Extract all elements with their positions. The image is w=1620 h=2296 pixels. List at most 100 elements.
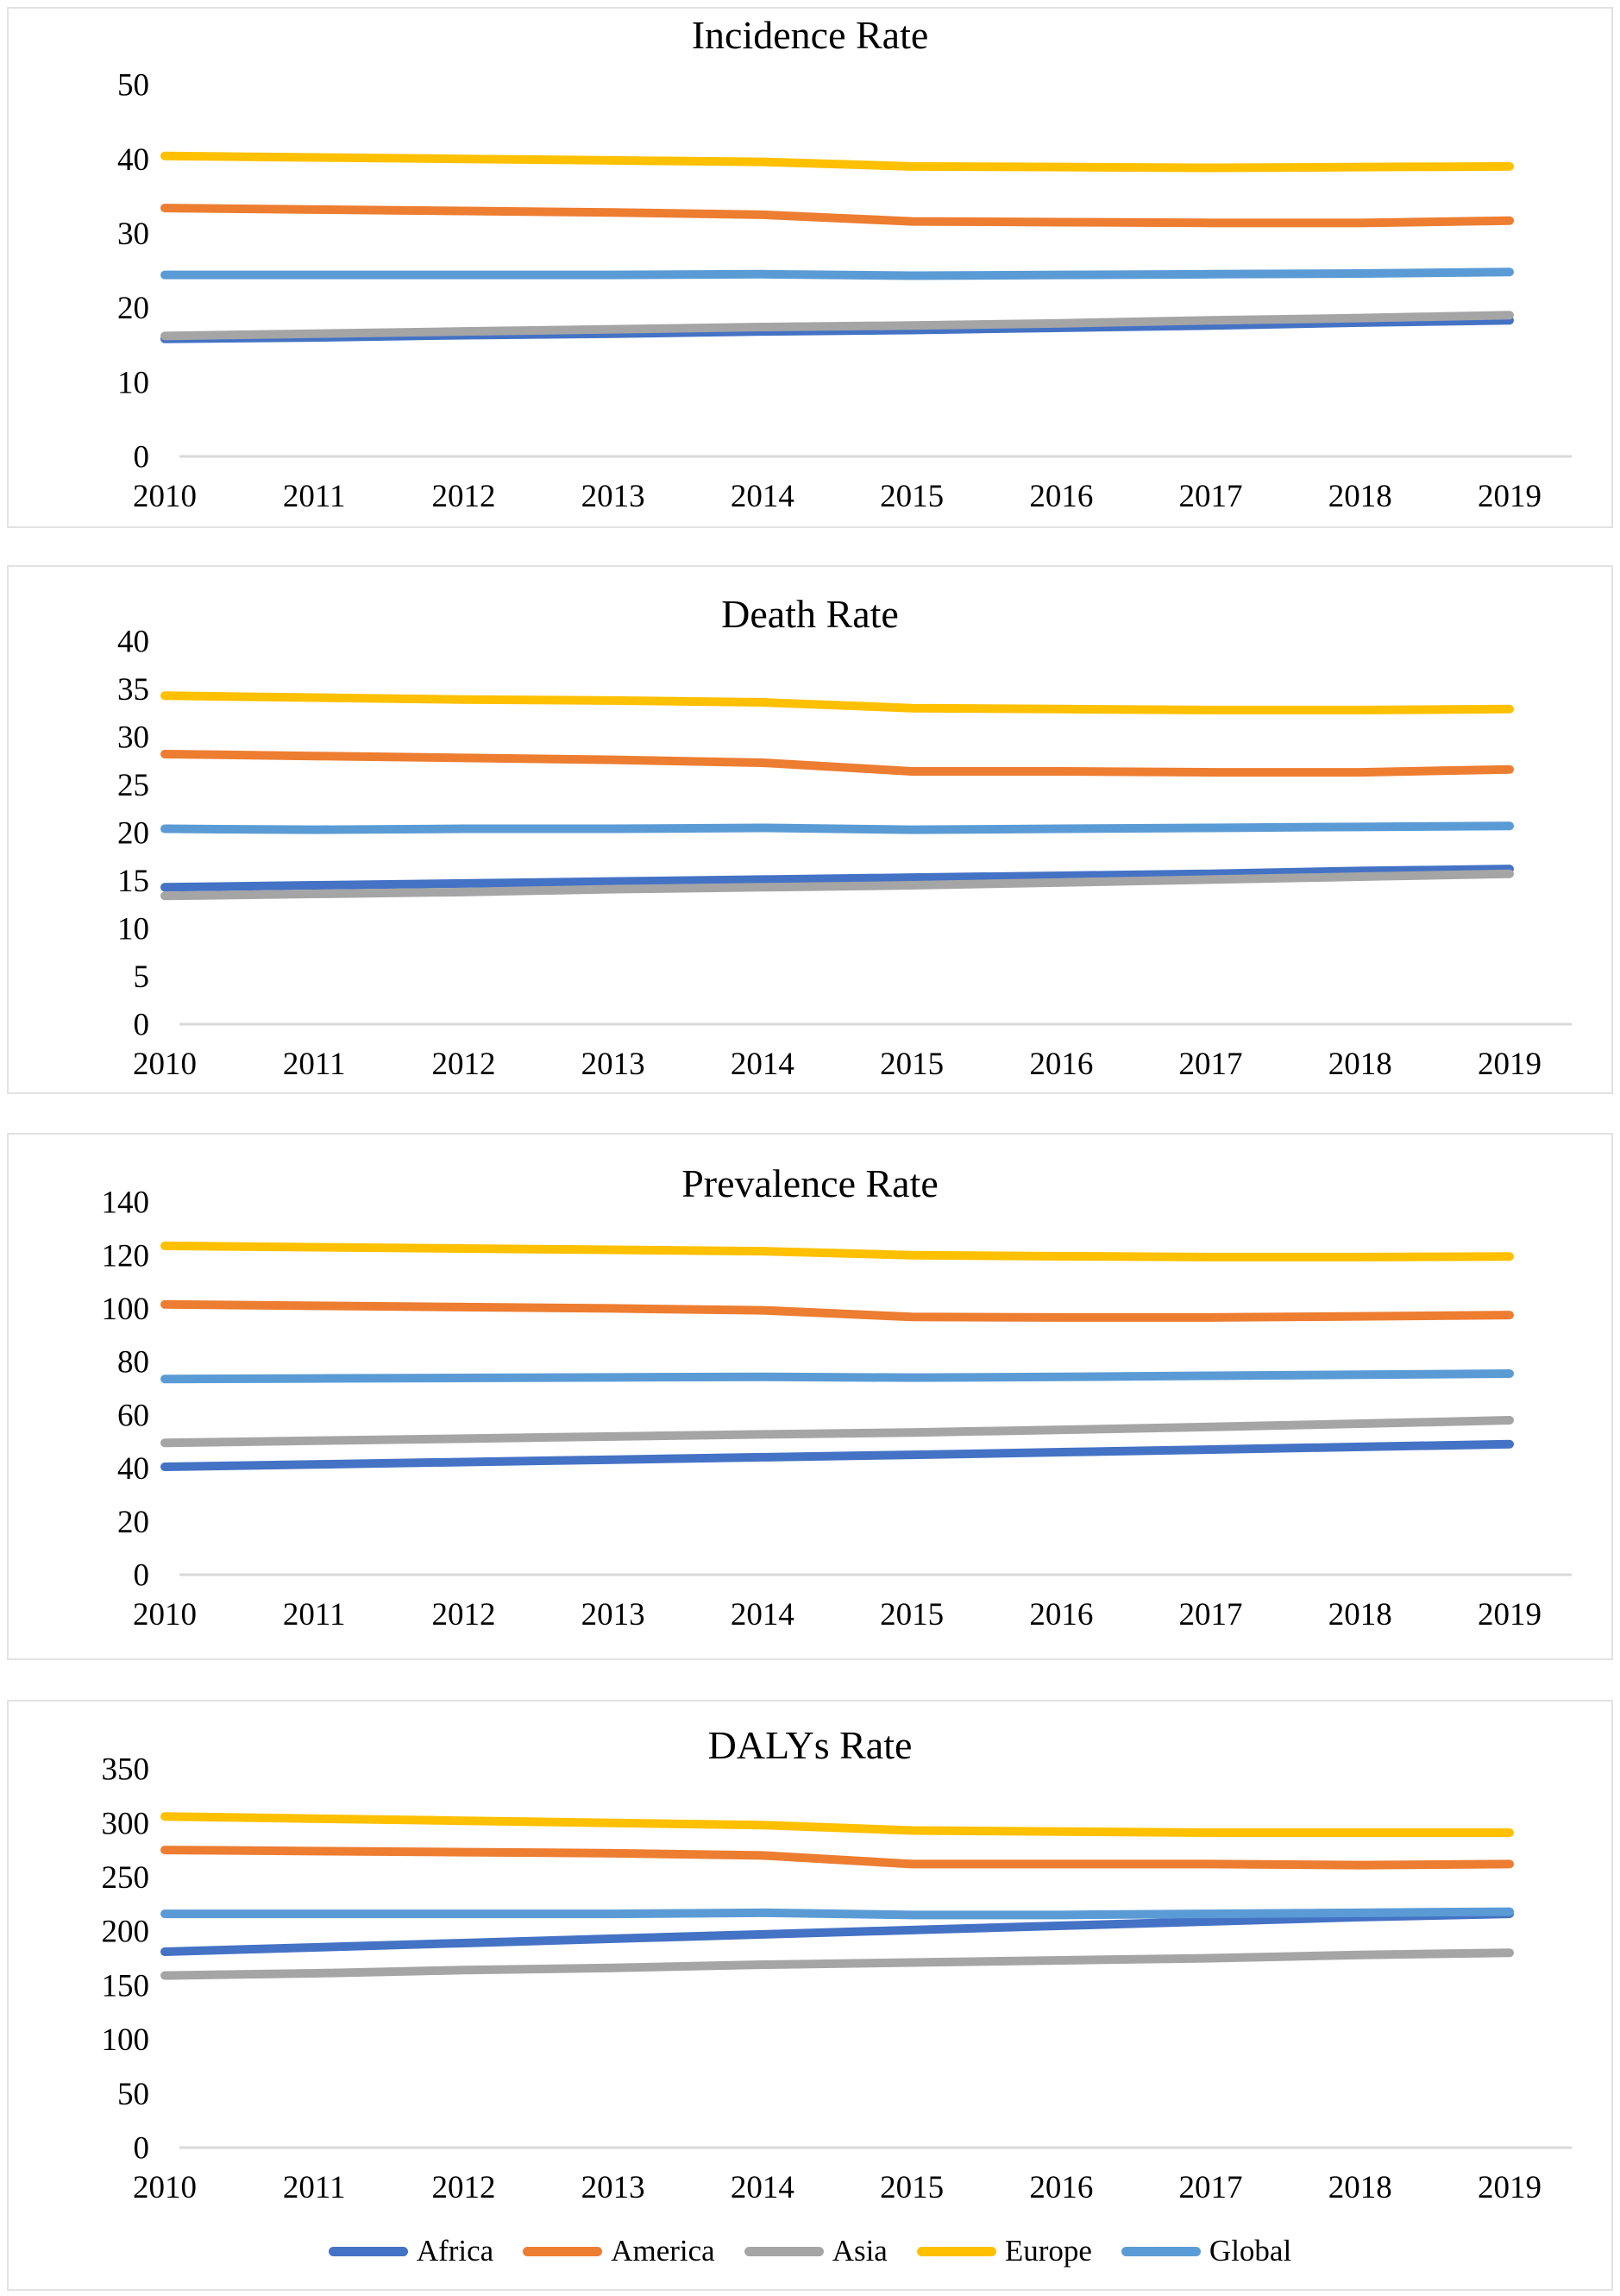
y-tick-label: 100 (102, 1292, 150, 1327)
x-tick-label: 2019 (1478, 479, 1542, 514)
y-tick-label: 50 (117, 68, 149, 104)
x-tick-label: 2016 (1029, 1047, 1093, 1082)
series-line-europe (160, 1241, 1514, 1261)
y-tick-label: 200 (102, 1915, 150, 1950)
y-tick-label: 30 (117, 720, 149, 756)
y-tick-label: 35 (117, 672, 149, 708)
chart-legend: Africa America Asia Europe Global (9, 2234, 1611, 2268)
series-line-asia (160, 1416, 1514, 1448)
legend-item-america: America (523, 2234, 715, 2268)
series-line-america (160, 1846, 1514, 1870)
series-line-global (160, 1369, 1514, 1384)
series-line-america (160, 1299, 1514, 1322)
chart-title-incidence-rate: Incidence Rate (691, 13, 929, 57)
series-line-global (160, 821, 1514, 834)
x-tick-label: 2018 (1328, 1047, 1392, 1082)
y-tick-label: 150 (102, 1968, 150, 2003)
series-line-america (160, 204, 1514, 228)
series-line-global (160, 267, 1514, 280)
x-tick-label: 2010 (133, 1597, 197, 1632)
y-tick-label: 100 (102, 2022, 150, 2058)
x-tick-label: 2013 (581, 479, 645, 514)
legend-item-europe: Europe (916, 2234, 1092, 2268)
series-line-asia (160, 311, 1514, 341)
x-tick-label: 2017 (1179, 479, 1243, 514)
chart-panel-prevalence-rate: Prevalence Rate 0 20 40 60 80 100 120 140 2010 20… (7, 1133, 1613, 1660)
y-tick-label: 10 (117, 912, 149, 947)
x-tick-label: 2015 (880, 2170, 944, 2205)
y-tick-label: 40 (117, 142, 149, 178)
x-tick-label: 2019 (1478, 1047, 1542, 1082)
x-tick-label: 2013 (581, 2170, 645, 2205)
x-tick-label: 2012 (431, 2170, 495, 2205)
chart-plot-death-rate: 0 5 10 15 20 25 30 35 40 2010 2011 2012 2013 2014 2015… (117, 625, 1572, 1082)
x-tick-label: 2014 (731, 479, 794, 514)
y-tick-label: 80 (117, 1345, 149, 1381)
y-tick-label: 40 (117, 625, 149, 660)
legend-swatch-africa (328, 2246, 408, 2256)
y-tick-label: 140 (102, 1186, 150, 1221)
legend-swatch-asia (744, 2246, 824, 2256)
legend-label: Europe (1004, 2234, 1092, 2268)
y-tick-label: 0 (134, 1558, 150, 1594)
legend-item-asia: Asia (744, 2234, 888, 2268)
x-tick-label: 2019 (1478, 2170, 1542, 2205)
series-line-africa (160, 1439, 1514, 1472)
y-tick-label: 350 (102, 1752, 150, 1788)
series-line-africa (160, 1909, 1514, 1956)
y-tick-label: 20 (117, 1505, 149, 1540)
x-tick-label: 2014 (731, 2170, 794, 2205)
x-tick-label: 2018 (1328, 2170, 1392, 2205)
x-tick-label: 2012 (431, 479, 495, 514)
series-line-europe (160, 1812, 1514, 1838)
x-tick-label: 2014 (731, 1047, 794, 1082)
x-tick-label: 2011 (283, 2170, 346, 2205)
y-tick-label: 300 (102, 1806, 150, 1841)
series-line-africa (160, 865, 1514, 892)
y-tick-label: 5 (134, 959, 150, 995)
legend-label: Global (1209, 2234, 1292, 2268)
x-tick-label: 2015 (880, 1047, 944, 1082)
y-tick-label: 0 (134, 440, 150, 475)
y-tick-label: 10 (117, 365, 149, 400)
x-tick-label: 2018 (1328, 479, 1392, 514)
series-line-europe (160, 151, 1514, 173)
legend-label: Asia (832, 2234, 888, 2268)
x-tick-label: 2011 (283, 1047, 346, 1082)
x-tick-label: 2015 (880, 1597, 944, 1632)
legend-label: Africa (416, 2234, 494, 2268)
series-line-europe (160, 691, 1514, 714)
chart-plot-prevalence-rate: 0 20 40 60 80 100 120 140 2010 2011 2012 2013 2014 20… (102, 1186, 1572, 1632)
legend-label: America (611, 2234, 715, 2268)
x-tick-label: 2017 (1179, 1047, 1243, 1082)
x-tick-label: 2016 (1029, 479, 1093, 514)
x-tick-label: 2018 (1328, 1597, 1392, 1632)
chart-panel-death-rate: Death Rate 0 5 10 15 20 25 30 35 40 2010 2011 2012 2… (7, 565, 1613, 1094)
chart-plot-dalys-rate: 0 50 100 150 200 250 300 350 2010 2011 2012 2013 201… (102, 1752, 1572, 2205)
y-tick-label: 120 (102, 1238, 150, 1274)
x-tick-label: 2013 (581, 1597, 645, 1632)
y-tick-label: 0 (134, 1008, 150, 1043)
y-tick-label: 0 (134, 2131, 150, 2167)
chart-title-dalys-rate: DALYs Rate (707, 1723, 913, 1767)
legend-swatch-global (1121, 2246, 1201, 2256)
series-line-global (160, 1907, 1514, 1920)
y-tick-label: 50 (117, 2077, 149, 2112)
legend-item-global: Global (1121, 2234, 1291, 2268)
x-tick-label: 2016 (1029, 2170, 1093, 2205)
x-tick-label: 2015 (880, 479, 944, 514)
x-tick-label: 2011 (283, 1597, 346, 1632)
x-tick-label: 2013 (581, 1047, 645, 1082)
y-tick-label: 20 (117, 291, 149, 326)
x-tick-label: 2010 (133, 479, 197, 514)
chart-plot-incidence-rate: 0 10 20 30 40 50 2010 2011 2012 2013 2014 2015 2016 2… (117, 68, 1572, 514)
y-tick-label: 30 (117, 217, 149, 252)
legend-swatch-europe (916, 2246, 996, 2256)
chart-title-death-rate: Death Rate (721, 592, 899, 636)
legend-swatch-america (523, 2246, 603, 2256)
y-tick-label: 250 (102, 1860, 150, 1896)
x-tick-label: 2017 (1179, 2170, 1243, 2205)
x-tick-label: 2014 (731, 1597, 794, 1632)
series-line-america (160, 749, 1514, 777)
